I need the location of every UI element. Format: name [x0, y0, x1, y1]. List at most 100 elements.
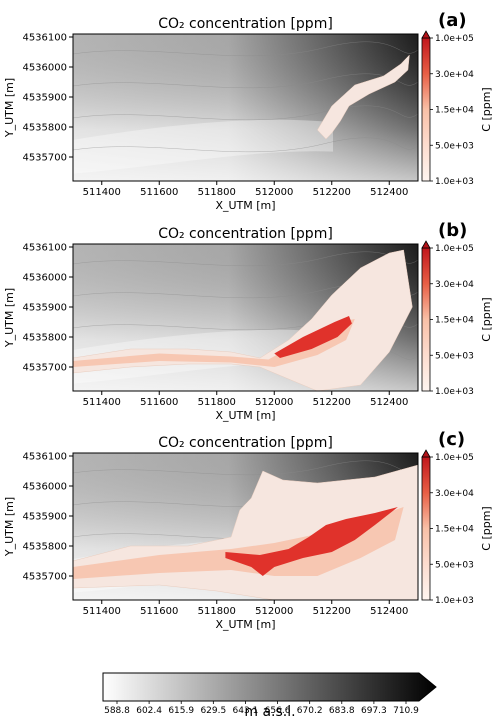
x-tick-label: 512200 [313, 397, 351, 408]
colorbar-tick-label: 5.0e+03 [435, 560, 474, 570]
colorbar-tick-label: 5.0e+03 [435, 141, 474, 151]
x-axis-label: X_UTM [m] [215, 618, 275, 631]
y-axis-label: Y_UTM [m] [3, 497, 16, 557]
co2-plume [317, 54, 410, 140]
y-tick-label: 4535900 [22, 512, 67, 523]
colorbar-gradient [421, 37, 431, 182]
x-tick-label: 511400 [83, 606, 121, 617]
chart-panel-2: CO₂ concentration [ppm] (b) 511400 511600 51… [3, 220, 493, 422]
colorbar-tick-label: 1.0e+05 [435, 453, 474, 463]
elevation-unit-label: m a.s.l. [244, 704, 295, 720]
concentration-colorbar: 1.0e+03 5.0e+03 1.5e+04 3.0e+04 1.0e+05 C [pp… [421, 240, 493, 397]
colorbar-tick-label: 3.0e+04 [435, 70, 474, 80]
x-tick-label: 511600 [140, 606, 178, 617]
colorbar-tick-label: 1.5e+04 [435, 525, 474, 535]
x-tick-label: 511400 [83, 187, 121, 198]
elevation-tick-label: 710.9 [393, 706, 419, 716]
x-tick-label: 512400 [370, 397, 408, 408]
y-tick-label: 4536000 [22, 63, 67, 74]
panel-label: (b) [438, 220, 467, 241]
elevation-tick-label: 670.2 [297, 706, 323, 716]
terrain-contour [72, 460, 419, 476]
colorbar-extend-arrow [421, 240, 431, 249]
chart-title: CO₂ concentration [ppm] [158, 435, 333, 451]
elevation-colorbar: 588.8 602.4 615.9 629.5 643.1 656.6 670.2 683.8… [102, 672, 437, 720]
y-tick-label: 4535700 [22, 572, 67, 583]
colorbar-tick-label: 5.0e+03 [435, 351, 474, 361]
x-tick-label: 511600 [140, 187, 178, 198]
terrain-contour [72, 137, 419, 153]
y-axis-label: Y_UTM [m] [3, 78, 16, 138]
y-axis-label: Y_UTM [m] [3, 288, 16, 348]
x-tick-label: 511800 [198, 606, 236, 617]
y-tick-label: 4535800 [22, 333, 67, 344]
elevation-tick-label: 656.6 [265, 706, 291, 716]
elevation-tick-label: 602.4 [136, 706, 162, 716]
elevation-tick-label: 643.1 [233, 706, 259, 716]
y-tick-label: 4536000 [22, 273, 67, 284]
colorbar-tick-label: 1.0e+05 [435, 34, 474, 44]
colorbar-extend-arrow [421, 30, 431, 39]
y-tick-label: 4536100 [22, 33, 67, 44]
y-tick-label: 4535900 [22, 303, 67, 314]
plume-high-concentration [225, 507, 398, 576]
y-tick-label: 4535900 [22, 93, 67, 104]
colorbar-extend-arrow [421, 449, 431, 458]
x-tick-label: 511600 [140, 397, 178, 408]
colorbar-label: C [ppm] [480, 87, 493, 131]
terrain-contour [72, 73, 419, 89]
chart-panel-1: CO₂ concentration [ppm] (a) 511400 511600 51… [3, 10, 493, 212]
terrain-shading [73, 34, 418, 181]
chart-title: CO₂ concentration [ppm] [158, 226, 333, 242]
panel-label: (a) [438, 10, 467, 31]
plot-frame [72, 452, 419, 601]
colorbar-tick-label: 1.0e+03 [435, 596, 474, 606]
elevation-tick-label: 683.8 [329, 706, 355, 716]
co2-plume [73, 249, 413, 391]
chart-title: CO₂ concentration [ppm] [158, 16, 333, 32]
y-tick-label: 4535700 [22, 153, 67, 164]
x-tick-label: 511400 [83, 397, 121, 408]
y-tick-label: 4536100 [22, 243, 67, 254]
elevation-tick-label: 615.9 [168, 706, 194, 716]
x-tick-label: 512400 [370, 187, 408, 198]
y-tick-label: 4536000 [22, 482, 67, 493]
plume-high-concentration [274, 316, 352, 358]
y-tick-label: 4535700 [22, 363, 67, 374]
x-tick-label: 512000 [255, 397, 293, 408]
y-tick-label: 4535800 [22, 542, 67, 553]
colorbar-gradient [421, 247, 431, 392]
elevation-tick-label: 629.5 [200, 706, 226, 716]
plume-mid-concentration [73, 507, 404, 579]
colorbar-tick-label: 1.5e+04 [435, 106, 474, 116]
plot-frame [72, 243, 419, 392]
x-tick-label: 512200 [313, 187, 351, 198]
terrain-valley [73, 119, 333, 174]
colorbar-tick-label: 3.0e+04 [435, 280, 474, 290]
terrain-contour [72, 41, 419, 57]
colorbar-tick-label: 1.0e+03 [435, 387, 474, 397]
elevation-tick-label: 588.8 [104, 706, 130, 716]
colorbar-gradient [421, 456, 431, 601]
chart-panel-3: CO₂ concentration [ppm] (c) 511400 511600 51… [3, 429, 493, 631]
colorbar-tick-label: 1.5e+04 [435, 316, 474, 326]
colorbar-tick-label: 3.0e+04 [435, 489, 474, 499]
colorbar-tick-label: 1.0e+03 [435, 177, 474, 187]
plume-low-concentration [317, 54, 410, 140]
colorbar-label: C [ppm] [480, 297, 493, 341]
x-tick-label: 512400 [370, 606, 408, 617]
x-tick-label: 512200 [313, 606, 351, 617]
terrain-contour [72, 105, 419, 121]
x-tick-label: 512000 [255, 187, 293, 198]
concentration-colorbar: 1.0e+03 5.0e+03 1.5e+04 3.0e+04 1.0e+05 C [pp… [421, 449, 493, 606]
y-tick-label: 4536100 [22, 452, 67, 463]
y-tick-label: 4535800 [22, 123, 67, 134]
x-axis-label: X_UTM [m] [215, 199, 275, 212]
concentration-colorbar: 1.0e+03 5.0e+03 1.5e+04 3.0e+04 1.0e+05 C [pp… [421, 30, 493, 187]
panel-label: (c) [438, 429, 465, 450]
x-tick-label: 511800 [198, 187, 236, 198]
x-axis-label: X_UTM [m] [215, 409, 275, 422]
co2-plume [73, 464, 418, 600]
x-tick-label: 512000 [255, 606, 293, 617]
